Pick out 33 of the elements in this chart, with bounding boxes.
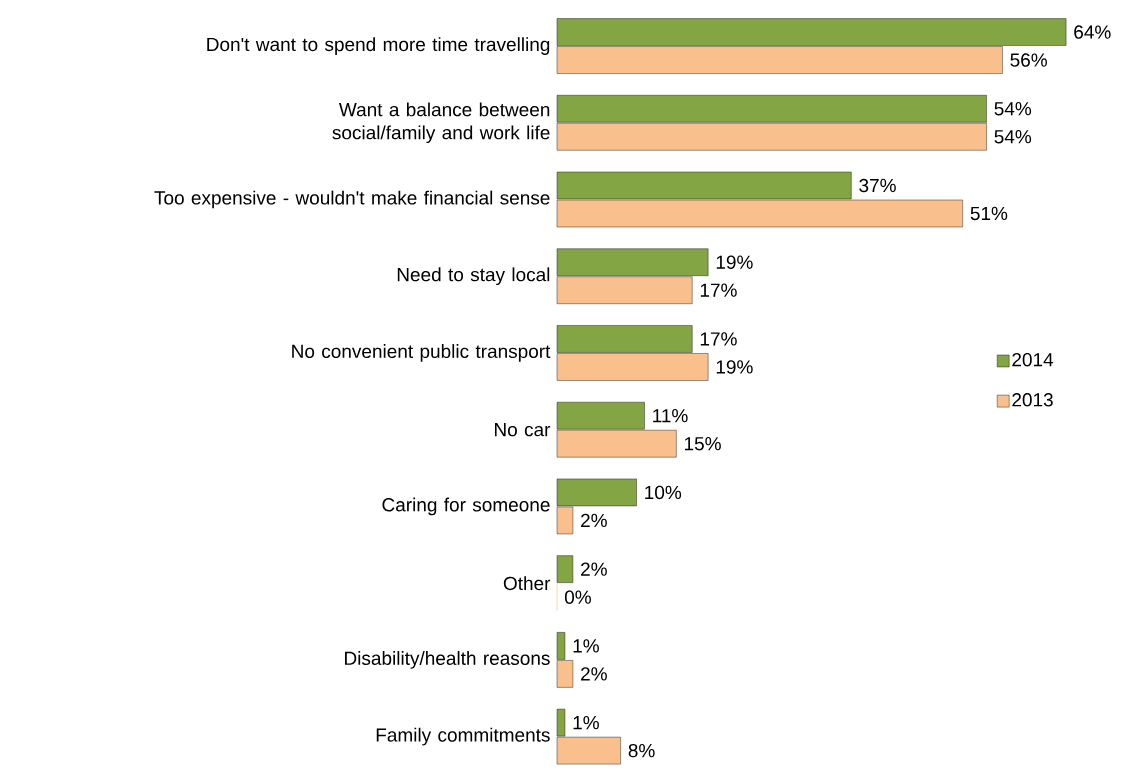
y-tick-label: Need to stay local [397,267,550,286]
data-label: 15% [684,437,721,451]
legend-label: 2013 [1012,393,1053,407]
y-tick-label: Family commitments [376,727,550,746]
data-label: 2% [581,667,607,681]
data-label: 19% [716,255,753,269]
data-label: 8% [628,743,655,758]
y-tick-label: Too expensive - wouldn't make financial sense [154,190,550,209]
y-tick-label: Other [503,576,551,591]
data-label: 54% [994,102,1032,116]
legend-label: 2014 [1012,352,1054,367]
data-label: 17% [700,283,737,297]
y-tick-label: Disability/health reasons [345,651,550,669]
y-tick-label: Caring for someone [382,497,550,516]
data-label: 51% [970,206,1008,221]
data-label: 54% [994,130,1032,144]
data-label: 1% [573,639,599,653]
data-label: 11% [653,409,688,423]
data-label: 1% [573,715,599,730]
y-tick-label: Don't want to spend more time travelling [207,37,550,55]
data-label: 2% [581,562,607,576]
y-tick-label: No car [495,423,551,437]
bar [556,555,574,583]
data-label: 17% [700,332,737,346]
data-label: 0% [564,590,591,604]
data-label: 19% [716,360,753,374]
data-label: 37% [859,178,896,193]
y-tick-label: No convenient public transport [292,344,551,362]
data-label: 10% [645,485,682,500]
y-tick-label: Want a balance between social/family and work life [332,102,550,144]
data-label: 56% [1010,53,1047,67]
data-label: 64% [1074,25,1111,39]
data-label: 2% [581,513,607,528]
